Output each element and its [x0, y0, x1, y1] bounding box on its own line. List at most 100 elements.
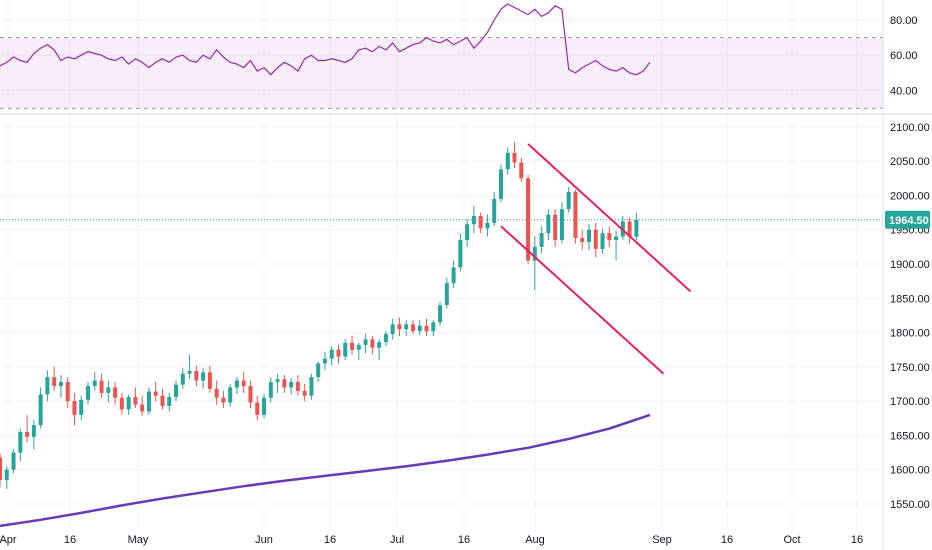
candle-body [133, 397, 138, 405]
candle [52, 366, 57, 391]
candle [92, 372, 97, 391]
rsi-axis[interactable]: 80.00 60.00 40.00 [890, 15, 918, 98]
price-tick-label: 1600.00 [890, 465, 930, 477]
candle [526, 174, 531, 264]
candle-body [187, 370, 192, 374]
candle [377, 339, 382, 360]
candle [268, 377, 273, 403]
candle-body [553, 214, 558, 240]
candle-body [268, 381, 273, 398]
time-tick-label: Apr [0, 534, 17, 546]
candle-body [221, 397, 226, 403]
candles [0, 141, 639, 489]
candle [133, 387, 138, 408]
candle [65, 377, 70, 408]
candle-body [512, 152, 517, 163]
candle [343, 339, 348, 360]
candle [532, 236, 537, 291]
candle [160, 388, 165, 410]
candle [25, 414, 30, 443]
price-tick-label: 2000.00 [890, 190, 930, 202]
trendlines[interactable] [500, 143, 692, 375]
candle-body [153, 391, 158, 396]
candle-body [262, 397, 267, 415]
candle-body [58, 381, 63, 387]
candle-body [295, 381, 300, 391]
candle [140, 395, 145, 417]
candle-body [410, 324, 415, 332]
candle [289, 377, 294, 395]
price-tick-label: 1550.00 [890, 499, 930, 511]
candle-body [160, 395, 165, 406]
candle [559, 202, 564, 244]
candle-body [526, 178, 531, 261]
time-tick-label: 16 [64, 534, 76, 546]
candle [309, 373, 314, 400]
candle-body [465, 224, 470, 240]
last-price-label: 1964.50 [889, 215, 929, 227]
candle [451, 260, 456, 288]
candle [146, 387, 151, 415]
candle [329, 346, 334, 366]
price-pane[interactable] [0, 141, 883, 528]
candle-body [214, 388, 219, 398]
rsi-line [0, 3, 651, 76]
candle [363, 333, 368, 354]
candle [410, 320, 415, 334]
candle [234, 377, 239, 395]
candle-body [350, 342, 355, 350]
candle [86, 381, 91, 405]
candle [4, 466, 9, 489]
candle [573, 189, 578, 244]
candle-body [417, 325, 422, 332]
candle-body [431, 322, 436, 332]
price-tick-label: 1650.00 [890, 430, 930, 442]
candle [539, 226, 544, 254]
candle [302, 384, 307, 402]
rsi-tick-label: 80.00 [890, 15, 918, 27]
candle [383, 331, 388, 347]
rsi-pane[interactable] [0, 3, 883, 109]
candle [566, 187, 571, 213]
candle [465, 219, 470, 247]
time-tick-label: Sep [652, 534, 672, 546]
price-tick-label: 1700.00 [890, 396, 930, 408]
candle [580, 229, 585, 251]
candle-body [397, 324, 402, 330]
candle-body [72, 401, 77, 415]
candle-body [234, 380, 239, 388]
candle [248, 380, 253, 408]
candle [167, 392, 172, 412]
time-axis[interactable]: Apr 16 May Jun 16 Jul 16 Aug Sep 16 Oct 16 [0, 534, 863, 546]
candle [31, 420, 36, 450]
candle [58, 375, 63, 398]
candle [262, 394, 267, 419]
candle [174, 380, 179, 402]
time-tick-label: May [128, 534, 149, 546]
price-axis[interactable]: 2100.002050.002000.001950.001900.001850.… [890, 122, 930, 511]
candle-body [566, 192, 571, 210]
trendline[interactable] [500, 225, 665, 375]
candle-body [343, 342, 348, 357]
candle-body [79, 399, 84, 415]
candle-body [25, 432, 30, 437]
candle-body [390, 324, 395, 334]
candle [295, 375, 300, 396]
candle-body [0, 457, 2, 480]
candle-body [614, 236, 619, 240]
candle [221, 390, 226, 408]
candle-body [438, 305, 443, 323]
trendline[interactable] [527, 143, 692, 293]
candle [627, 217, 632, 244]
candle [424, 318, 429, 336]
time-tick-label: 16 [324, 534, 336, 546]
candle-body [586, 229, 591, 243]
candle-body [478, 216, 483, 229]
candle-body [316, 363, 321, 378]
candle-body [471, 216, 476, 225]
candle-body [11, 452, 16, 470]
candle [478, 212, 483, 234]
candle-body [329, 349, 334, 359]
time-tick-label: Aug [525, 534, 545, 546]
